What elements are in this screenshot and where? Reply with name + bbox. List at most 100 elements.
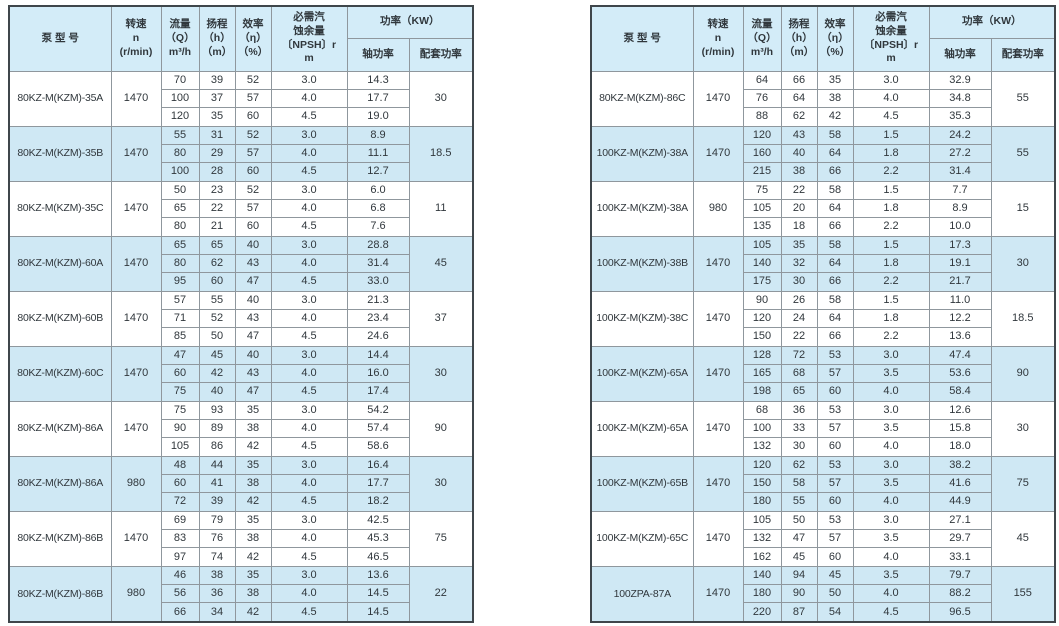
flow-cell: 132: [742, 529, 782, 549]
table-row: 150 58 57 3.5 41.6: [591, 474, 1055, 494]
npsh-cell: 4.5: [270, 382, 348, 402]
flow-cell: 83: [160, 529, 200, 549]
npsh-cell: 4.5: [270, 217, 348, 237]
speed-cell: 1470: [692, 345, 744, 402]
npsh-cell: 1.8: [852, 308, 930, 329]
pump-model-cell: 80KZ-M(KZM)-60C: [8, 345, 112, 402]
shaft-power-cell: 8.9: [346, 125, 410, 145]
flow-cell: 65: [160, 198, 200, 219]
table-row: 95 60 47 4.5 33.0: [9, 272, 473, 292]
head-cell: 47: [780, 529, 818, 549]
head-cell: 90: [780, 584, 818, 604]
power-group-header: 功率（KW）: [346, 5, 474, 39]
shaft-power-cell: 7.6: [346, 217, 410, 237]
npsh-cell: 2.2: [852, 162, 930, 182]
power-group-header: 功率（KW）: [928, 5, 1056, 39]
npsh-cell: 3.5: [852, 565, 930, 586]
efficiency-cell: 38: [234, 474, 272, 494]
shaft-power-cell: 15.8: [928, 419, 992, 439]
npsh-cell: 4.0: [270, 198, 348, 219]
head-cell: 58: [780, 474, 818, 494]
npsh-cell: 2.2: [852, 272, 930, 292]
flow-cell: 57: [160, 290, 200, 310]
head-column-header: 扬程 （h） （m）: [780, 5, 818, 72]
efficiency-cell: 53: [816, 455, 854, 476]
npsh-cell: 1.5: [852, 180, 930, 200]
head-cell: 74: [198, 547, 236, 567]
efficiency-cell: 38: [816, 88, 854, 109]
flow-cell: 46: [160, 565, 200, 586]
speed-cell: 980: [110, 455, 162, 512]
head-cell: 38: [780, 162, 818, 182]
head-cell: 18: [780, 217, 818, 237]
efficiency-cell: 57: [816, 529, 854, 549]
efficiency-cell: 35: [234, 565, 272, 586]
efficiency-cell: 52: [234, 70, 272, 90]
npsh-cell: 4.5: [852, 602, 930, 623]
matched-power-cell: 18.5: [990, 290, 1056, 347]
shaft-power-cell: 47.4: [928, 345, 992, 366]
head-cell: 64: [780, 88, 818, 109]
efficiency-cell: 53: [816, 400, 854, 421]
npsh-cell: 4.0: [852, 492, 930, 512]
pump-model-cell: 100ZPA-87A: [590, 565, 694, 623]
npsh-column-header: 必需汽 蚀余量 〔NPSH〕r m: [270, 5, 348, 72]
head-cell: 24: [780, 308, 818, 329]
matched-power-cell: 30: [990, 235, 1056, 292]
head-cell: 30: [780, 437, 818, 457]
flow-cell: 120: [742, 308, 782, 329]
head-cell: 65: [198, 235, 236, 255]
speed-cell: 1470: [110, 70, 162, 127]
npsh-cell: 4.5: [270, 272, 348, 292]
efficiency-cell: 40: [234, 345, 272, 366]
speed-cell: 1470: [692, 565, 744, 623]
efficiency-cell: 66: [816, 162, 854, 182]
flow-cell: 76: [742, 88, 782, 109]
shaft-power-cell: 53.6: [928, 363, 992, 384]
efficiency-cell: 53: [816, 345, 854, 366]
table-row: 100KZ-M(KZM)-65C 1470 105 50 53 3.0 27.1 45: [590, 510, 1056, 567]
npsh-cell: 2.2: [852, 217, 930, 237]
flow-cell: 215: [742, 162, 782, 182]
flow-cell: 120: [742, 455, 782, 476]
shaft-power-cell: 11.0: [928, 290, 992, 310]
head-cell: 42: [198, 363, 236, 384]
matched-power-cell: 37: [408, 290, 474, 347]
matched-power-cell: 75: [990, 455, 1056, 512]
flow-cell: 100: [160, 162, 200, 182]
head-cell: 22: [198, 198, 236, 219]
head-cell: 76: [198, 529, 236, 549]
head-cell: 34: [198, 602, 236, 623]
speed-cell: 1470: [692, 70, 744, 127]
table-row: 85 50 47 4.5 24.6: [9, 327, 473, 347]
shaft-power-cell: 79.7: [928, 565, 992, 586]
shaft-power-cell: 14.5: [346, 602, 410, 623]
table-row: 80KZ-M(KZM)-86B 980 46 38 35 3.0 13.6 22: [8, 565, 474, 623]
head-cell: 65: [780, 382, 818, 402]
flow-cell: 72: [160, 492, 200, 512]
table-row: 83 76 38 4.0 45.3: [9, 529, 473, 549]
table-row: 100KZ-M(KZM)-38C 1470 90 26 58 1.5 11.0 18.5: [590, 290, 1056, 347]
npsh-cell: 4.5: [270, 162, 348, 182]
npsh-cell: 2.2: [852, 327, 930, 347]
shaft-power-cell: 12.6: [928, 400, 992, 421]
flow-cell: 180: [742, 584, 782, 604]
shaft-power-cell: 21.7: [928, 272, 992, 292]
table-row: 100KZ-M(KZM)-38A 1470 120 43 58 1.5 24.2 55: [590, 125, 1056, 182]
shaft-power-cell: 13.6: [346, 565, 410, 586]
shaft-power-cell: 21.3: [346, 290, 410, 310]
shaft-power-cell: 19.0: [346, 107, 410, 127]
efficiency-cell: 47: [234, 327, 272, 347]
shaft-power-cell: 17.3: [928, 235, 992, 255]
matched-power-header: 配套功率: [408, 37, 474, 72]
npsh-cell: 3.0: [852, 400, 930, 421]
flow-cell: 220: [742, 602, 782, 623]
shaft-power-cell: 19.1: [928, 253, 992, 274]
head-cell: 20: [780, 198, 818, 219]
npsh-cell: 1.5: [852, 235, 930, 255]
shaft-power-cell: 10.0: [928, 217, 992, 237]
flow-cell: 75: [160, 382, 200, 402]
head-cell: 62: [780, 107, 818, 127]
efficiency-cell: 43: [234, 363, 272, 384]
flow-cell: 80: [160, 253, 200, 274]
